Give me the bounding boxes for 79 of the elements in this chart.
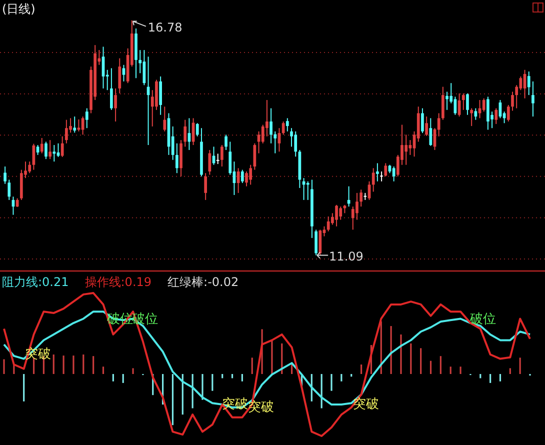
candlestick	[249, 164, 252, 186]
candlestick	[73, 116, 76, 134]
candlestick	[306, 180, 310, 200]
candlestick	[159, 76, 162, 116]
candlestick	[339, 206, 342, 220]
candlestick	[372, 168, 375, 192]
candlestick	[44, 141, 48, 160]
candlestick	[335, 204, 338, 227]
candlestick	[294, 130, 298, 158]
annotation: 破位	[469, 312, 496, 327]
candlestick	[4, 166, 6, 184]
candlestick	[175, 142, 178, 174]
candlestick	[441, 86, 444, 120]
candlestick	[224, 134, 228, 150]
candlestick	[470, 108, 473, 127]
candlestick	[462, 92, 465, 110]
candlestick	[425, 116, 428, 136]
candlestick	[286, 118, 289, 132]
candlestick	[52, 144, 56, 162]
candlestick	[208, 149, 212, 176]
candlestick	[240, 169, 244, 184]
candlestick	[36, 144, 40, 156]
candlestick	[506, 104, 510, 122]
candlestick	[110, 68, 113, 110]
candlestick	[48, 140, 52, 160]
chart-title: (日线)	[2, 2, 36, 16]
candlestick	[356, 192, 358, 220]
candlestick	[318, 229, 322, 256]
candlestick	[8, 179, 11, 200]
candlestick	[196, 122, 199, 137]
candlestick	[290, 128, 293, 148]
candlestick	[466, 92, 469, 116]
candlestick	[532, 80, 534, 118]
candlestick	[28, 161, 32, 174]
candlestick	[274, 130, 277, 154]
candlestick	[118, 58, 122, 94]
candlestick	[204, 172, 207, 200]
candlestick	[446, 91, 448, 110]
candlestick	[360, 189, 363, 208]
candlestick	[437, 112, 440, 137]
candlestick	[421, 108, 424, 134]
annotation: 16.78	[148, 20, 182, 34]
candlestick	[40, 138, 44, 154]
candlestick	[527, 71, 530, 96]
candlestick	[220, 144, 224, 168]
candlestick	[429, 118, 432, 146]
candlestick	[122, 64, 126, 82]
candlestick	[282, 120, 285, 136]
candlestick	[245, 170, 248, 187]
annotation: 11.09	[329, 249, 364, 264]
text: 红绿棒:-0.02	[168, 275, 239, 289]
candlestick	[511, 91, 514, 112]
candlestick	[60, 136, 64, 158]
annotation: 突破	[353, 397, 379, 412]
candlestick	[314, 229, 318, 256]
candlestick	[482, 98, 486, 112]
candlestick	[326, 216, 330, 232]
candlestick	[380, 170, 383, 182]
text: 阻力线:0.21	[2, 275, 69, 289]
candlestick	[216, 153, 220, 165]
candlestick	[270, 108, 272, 144]
annotation: 突破	[248, 400, 274, 415]
candlestick	[114, 88, 117, 122]
candlestick	[384, 162, 388, 177]
candlestick	[184, 119, 187, 148]
candlestick	[368, 180, 371, 200]
candlestick	[404, 134, 408, 166]
candlestick	[261, 124, 264, 144]
candlestick	[494, 108, 498, 124]
candlestick	[253, 142, 256, 170]
candlestick	[163, 106, 166, 132]
candlestick	[474, 108, 478, 120]
series-label: 操作线:0.19	[84, 275, 152, 289]
candlestick	[85, 108, 88, 129]
candlestick	[486, 96, 490, 130]
candlestick	[56, 142, 60, 158]
candlestick	[65, 119, 68, 144]
candlestick	[519, 76, 522, 91]
candlestick	[376, 162, 379, 182]
